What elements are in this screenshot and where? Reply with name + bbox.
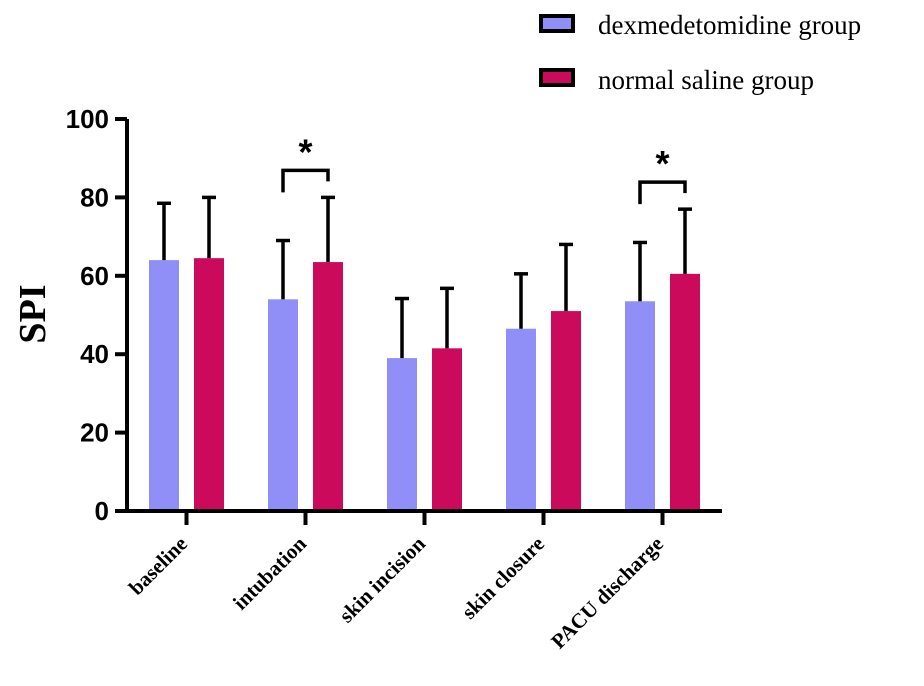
x-tick-label-4: PACU discharge xyxy=(546,532,668,654)
bar-0-4 xyxy=(625,301,655,511)
y-tick-label-3: 60 xyxy=(80,261,109,291)
y-tick-label-1: 20 xyxy=(80,418,109,448)
legend: dexmedetomidine group normal saline grou… xyxy=(539,10,861,95)
y-tick-label-0: 0 xyxy=(95,496,109,526)
legend-label-dexmedetomidine: dexmedetomidine group xyxy=(598,10,861,40)
significance-label-1: * xyxy=(655,143,669,184)
significance-label-0: * xyxy=(298,131,312,172)
significance-group: * * xyxy=(281,131,687,205)
x-tick-label-3: skin closure xyxy=(457,532,549,624)
y-tick-label-4: 80 xyxy=(80,182,109,212)
legend-swatch-normal-saline xyxy=(539,68,575,87)
y-axis-title: SPI xyxy=(12,284,54,343)
legend-label-normal-saline: normal saline group xyxy=(598,65,814,95)
x-tick-label-1: intubation xyxy=(228,531,311,614)
significance-bracket-0 xyxy=(281,168,330,193)
bar-1-1 xyxy=(313,262,343,511)
x-tick-label-2: skin incision xyxy=(334,531,430,627)
bars-group xyxy=(149,258,700,511)
bar-0-3 xyxy=(506,328,536,511)
significance-bracket-1 xyxy=(638,180,687,205)
y-tick-label-5: 100 xyxy=(66,104,109,134)
y-tick-label-2: 40 xyxy=(80,339,109,369)
error-bars-group xyxy=(157,195,692,359)
bar-0-0 xyxy=(149,260,179,511)
bar-1-2 xyxy=(432,348,462,511)
bar-0-2 xyxy=(387,358,417,511)
bar-1-3 xyxy=(551,311,581,511)
legend-swatch-dexmedetomidine xyxy=(539,14,575,33)
x-tick-label-0: baseline xyxy=(124,532,192,600)
bar-1-4 xyxy=(670,273,700,511)
bar-0-1 xyxy=(268,299,298,511)
bar-1-0 xyxy=(194,258,224,511)
